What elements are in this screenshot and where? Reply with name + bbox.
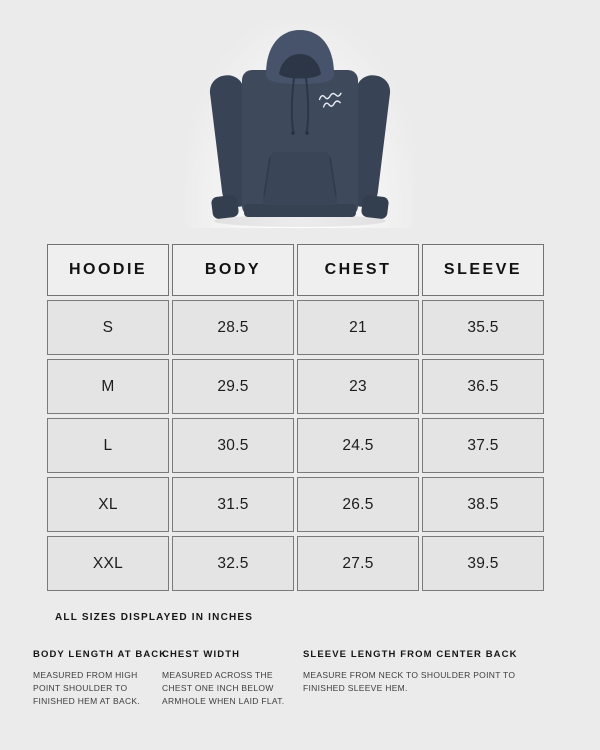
product-photo — [185, 20, 415, 228]
chest-value: 24.5 — [297, 418, 419, 473]
chest-value: 27.5 — [297, 536, 419, 591]
body-value: 28.5 — [172, 300, 294, 355]
hoodie-hood-opening — [279, 54, 321, 79]
chest-value: 21 — [297, 300, 419, 355]
sleeve-value: 37.5 — [422, 418, 544, 473]
body-value: 30.5 — [172, 418, 294, 473]
sleeve-value: 39.5 — [422, 536, 544, 591]
note-description: MEASURED ACROSS THE CHEST ONE INCH BELOW… — [162, 670, 285, 706]
table-row-l: L 30.5 24.5 37.5 — [47, 418, 544, 473]
body-value: 32.5 — [172, 536, 294, 591]
hoodie-image — [209, 30, 391, 227]
size-label: L — [47, 418, 169, 473]
note-body-length: BODY LENGTH AT BACK MEASURED FROM HIGH P… — [33, 649, 168, 707]
brand-script-logo — [318, 92, 342, 108]
table-row-s: S 28.5 21 35.5 — [47, 300, 544, 355]
note-title: CHEST WIDTH — [162, 649, 241, 660]
size-chart-table: HOODIE BODY CHEST SLEEVE S 28.5 21 35.5 … — [44, 240, 547, 595]
table-row-xxl: XXL 32.5 27.5 39.5 — [47, 536, 544, 591]
note-chest-width: CHEST WIDTH MEASURED ACROSS THE CHEST ON… — [162, 649, 303, 707]
table-row-m: M 29.5 23 36.5 — [47, 359, 544, 414]
note-sleeve-length: SLEEVE LENGTH FROM CENTER BACK MEASURE F… — [303, 649, 553, 707]
chest-value: 26.5 — [297, 477, 419, 532]
size-label: M — [47, 359, 169, 414]
body-value: 31.5 — [172, 477, 294, 532]
units-note: ALL SIZES DISPLAYED IN INCHES — [55, 612, 254, 623]
measurement-notes: BODY LENGTH AT BACK MEASURED FROM HIGH P… — [33, 649, 600, 707]
sleeve-value: 36.5 — [422, 359, 544, 414]
column-header-body: BODY — [172, 244, 294, 296]
body-value: 29.5 — [172, 359, 294, 414]
note-title: SLEEVE LENGTH FROM CENTER BACK — [303, 649, 518, 660]
size-label: XXL — [47, 536, 169, 591]
table-header-row: HOODIE BODY CHEST SLEEVE — [47, 244, 544, 296]
table-row-xl: XL 31.5 26.5 38.5 — [47, 477, 544, 532]
hoodie-pocket — [262, 152, 338, 205]
note-description: MEASURE FROM NECK TO SHOULDER POINT TO F… — [303, 670, 516, 693]
column-header-hoodie: HOODIE — [47, 244, 169, 296]
note-description: MEASURED FROM HIGH POINT SHOULDER TO FIN… — [33, 670, 141, 706]
column-header-chest: CHEST — [297, 244, 419, 296]
size-label: XL — [47, 477, 169, 532]
hoodie-hem — [244, 204, 356, 217]
size-label: S — [47, 300, 169, 355]
note-title: BODY LENGTH AT BACK — [33, 649, 168, 660]
chest-value: 23 — [297, 359, 419, 414]
hoodie-drawstrings — [290, 77, 310, 132]
column-header-sleeve: SLEEVE — [422, 244, 544, 296]
sleeve-value: 38.5 — [422, 477, 544, 532]
sleeve-value: 35.5 — [422, 300, 544, 355]
